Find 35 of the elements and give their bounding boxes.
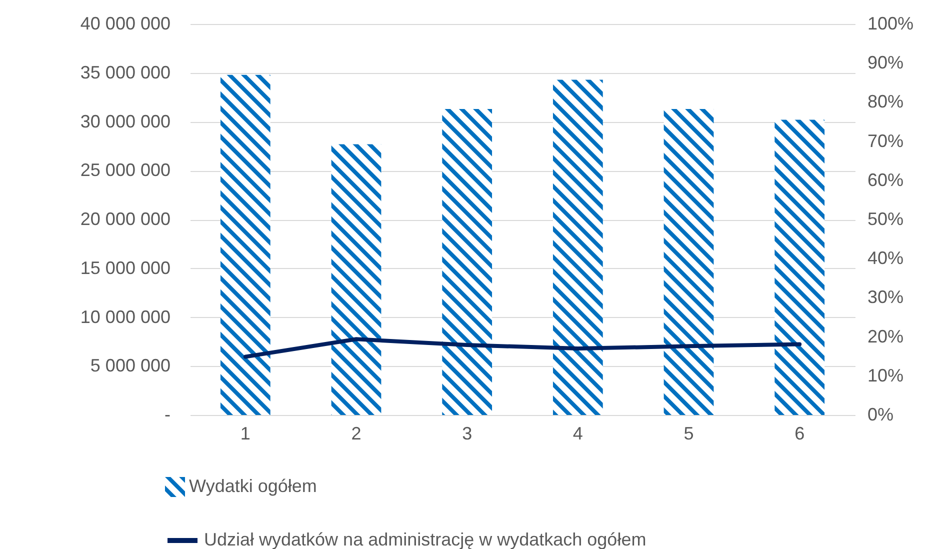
y2-tick-label: 10% [868, 365, 904, 386]
x-tick-label: 2 [351, 424, 362, 444]
y-tick-label: 15 000 000 [80, 258, 170, 278]
y2-tick-label: 30% [868, 287, 904, 308]
x-tick-label: 4 [572, 424, 583, 444]
y2-tick-label: 20% [868, 326, 904, 346]
legend-label: Udział wydatków na administrację w wydatkach ogółem [204, 530, 646, 549]
x-tick-label: 5 [684, 424, 694, 444]
y-tick-label: 35 000 000 [80, 62, 170, 82]
bar [331, 144, 382, 415]
y2-tick-label: 60% [868, 170, 904, 190]
y-tick-label: 5 000 000 [90, 356, 170, 376]
x-tick-label: 6 [794, 424, 805, 444]
bar [442, 109, 492, 415]
x-tick-label: 3 [462, 424, 472, 444]
y2-tick-label: 90% [868, 52, 904, 73]
y-tick-label: 40 000 000 [80, 14, 170, 34]
legend-label: Wydatki ogółem [189, 476, 317, 496]
y-tick-label: 25 000 000 [80, 160, 170, 180]
y2-tick-label: 40% [868, 248, 904, 268]
y-tick-label: 30 000 000 [80, 111, 170, 132]
bar [664, 109, 714, 415]
y-tick-label: 20 000 000 [80, 209, 170, 229]
y-tick-label: - [164, 404, 170, 424]
y2-tick-label: 0% [868, 404, 894, 424]
y-tick-label: 10 000 000 [80, 306, 170, 327]
y2-tick-label: 70% [868, 130, 904, 151]
y2-tick-label: 80% [868, 92, 904, 112]
bar [774, 120, 825, 415]
bar [220, 74, 270, 415]
bar [552, 80, 603, 415]
y2-tick-label: 50% [868, 209, 904, 229]
x-tick-label: 1 [240, 424, 250, 444]
line-series [243, 337, 802, 359]
y2-tick-label: 100% [868, 14, 914, 34]
